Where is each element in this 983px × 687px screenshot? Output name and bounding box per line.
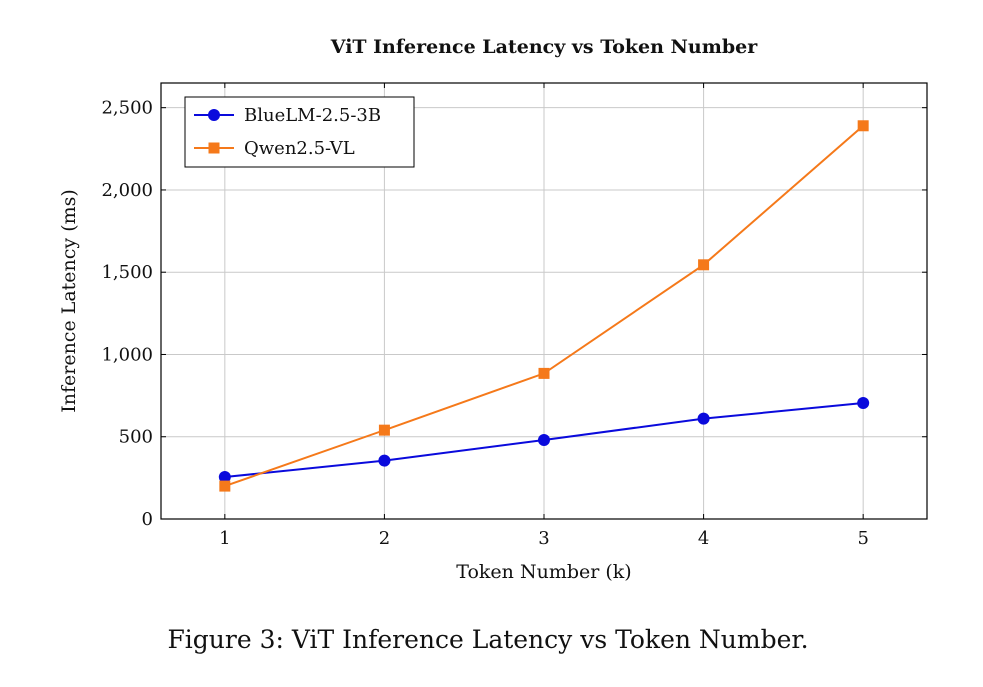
chart-title: ViT Inference Latency vs Token Number [330,36,758,58]
data-point-qwen2-5-vl [538,367,550,379]
legend-item-bluelm-2-5-3b: BlueLM-2.5-3B [194,105,381,126]
legend-label: Qwen2.5-VL [244,138,355,159]
x-tick-label: 2 [379,528,390,549]
series-qwen2-5-vl [219,120,869,492]
x-tick-label: 5 [857,528,868,549]
data-point-qwen2-5-vl [698,259,710,271]
legend-item-qwen2-5-vl: Qwen2.5-VL [194,138,355,159]
y-tick-label: 1,500 [101,262,153,283]
legend-marker [208,142,220,154]
y-tick-label: 2,000 [101,180,153,201]
legend-box [184,96,415,168]
y-tick-label: 0 [142,509,153,530]
x-tick-label: 4 [698,528,709,549]
data-point-bluelm-2-5-3b [378,454,391,467]
x-tick-label: 3 [538,528,549,549]
data-point-bluelm-2-5-3b [857,397,870,410]
series-layer [218,120,870,492]
y-tick-label: 500 [119,427,153,448]
y-tick-label: 2,500 [101,98,153,119]
y-tick-label: 1,000 [101,344,153,365]
series-bluelm-2-5-3b [218,397,870,484]
legend-label: BlueLM-2.5-3B [244,105,381,126]
x-axis-label: Token Number (k) [456,561,631,583]
legend-marker [208,109,220,121]
data-point-bluelm-2-5-3b [218,471,231,484]
data-point-qwen2-5-vl [219,480,231,492]
y-axis-label: Inference Latency (ms) [58,189,80,413]
data-point-qwen2-5-vl [378,424,390,436]
figure-caption: Figure 3: ViT Inference Latency vs Token… [167,625,808,654]
data-point-bluelm-2-5-3b [538,434,550,447]
data-point-bluelm-2-5-3b [697,412,710,425]
data-point-qwen2-5-vl [857,120,869,132]
axis-ticks: 1 2 3 4 5 0 500 1,000 1,500 2,000 2,500 [101,83,927,549]
legend: BlueLM-2.5-3B Qwen2.5-VL [184,96,415,168]
x-tick-label: 1 [219,528,230,549]
